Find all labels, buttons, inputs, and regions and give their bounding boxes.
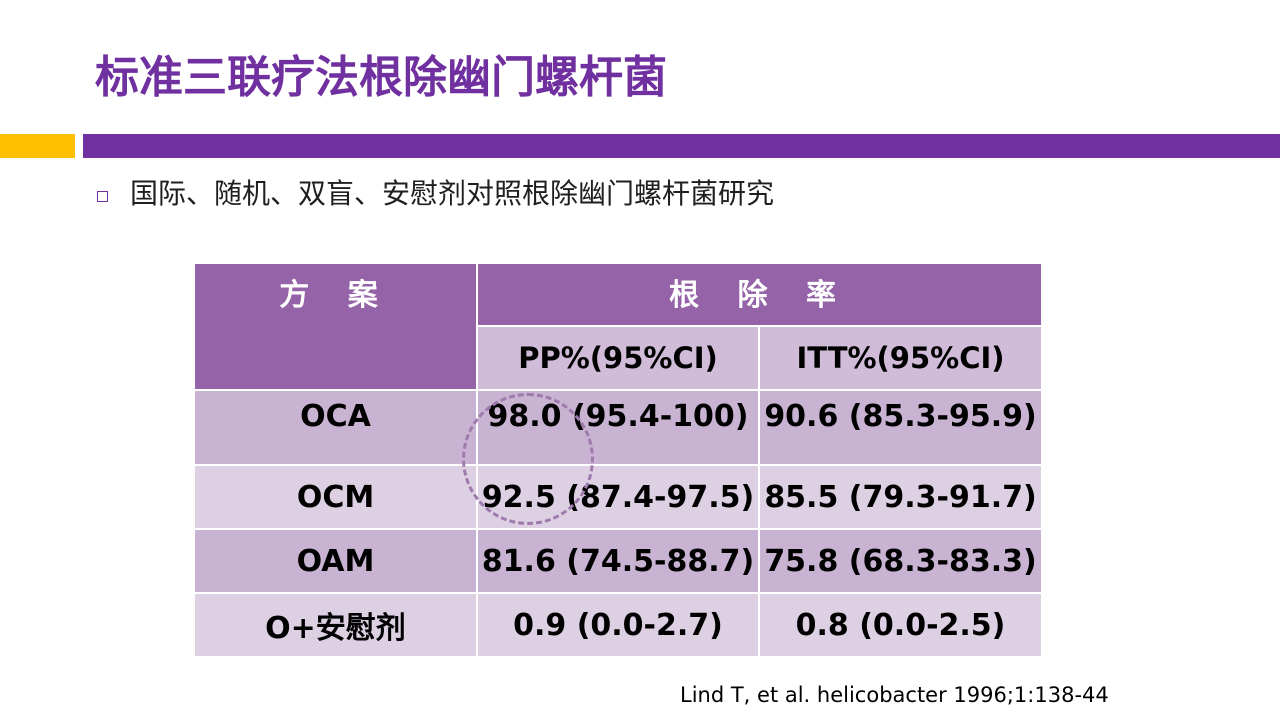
regimen-cell: OCA xyxy=(193,389,478,466)
table-row: OCM 92.5 (87.4-97.5) 85.5 (79.3-91.7) xyxy=(193,464,1044,530)
table-row: OCA 98.0 (95.4-100) 90.6 (85.3-95.9) xyxy=(193,389,1044,466)
table-row: OAM 81.6 (74.5-88.7) 75.8 (68.3-83.3) xyxy=(193,528,1044,594)
slide-title: 标准三联疗法根除幽门螺杆菌 xyxy=(95,52,667,103)
table-subheader-row: PP%(95%CI) ITT%(95%CI) xyxy=(194,325,1044,391)
title-accent-bar xyxy=(0,134,75,158)
bullet-text: 国际、随机、双盲、安慰剂对照根除幽门螺杆菌研究 xyxy=(130,177,775,210)
itt-cell: 90.6 (85.3-95.9) xyxy=(757,389,1044,466)
itt-cell: 75.8 (68.3-83.3) xyxy=(757,528,1044,594)
pp-cell: 92.5 (87.4-97.5) xyxy=(476,464,760,530)
pp-cell: 98.0 (95.4-100) xyxy=(476,389,760,466)
subheader-itt: ITT%(95%CI) xyxy=(757,325,1044,391)
itt-cell: 85.5 (79.3-91.7) xyxy=(757,464,1044,530)
pp-cell: 81.6 (74.5-88.7) xyxy=(476,528,760,594)
regimen-cell: OAM xyxy=(193,528,478,594)
header-regimen: 方 案 xyxy=(193,262,478,391)
regimen-cell: OCM xyxy=(193,464,478,530)
itt-cell: 0.8 (0.0-2.5) xyxy=(757,592,1044,658)
table-header-row: 方 案 根 除 率 xyxy=(193,262,1044,391)
pp-cell: 0.9 (0.0-2.7) xyxy=(476,592,760,658)
table-row: O+安慰剂 0.9 (0.0-2.7) 0.8 (0.0-2.5) xyxy=(193,592,1044,658)
square-bullet-icon xyxy=(97,190,108,202)
header-eradication-rate: 根 除 率 xyxy=(475,262,1044,327)
subheader-pp: PP%(95%CI) xyxy=(476,325,760,391)
bullet-item: 国际、随机、双盲、安慰剂对照根除幽门螺杆菌研究 xyxy=(97,177,774,211)
eradication-results-table: 方 案 根 除 率 PP%(95%CI) ITT%(95%CI) OCA 98.… xyxy=(193,262,1044,658)
regimen-cell: O+安慰剂 xyxy=(193,592,478,658)
citation: Lind T, et al. helicobacter 1996;1:138-4… xyxy=(680,683,1109,707)
title-divider-bar xyxy=(83,134,1280,158)
